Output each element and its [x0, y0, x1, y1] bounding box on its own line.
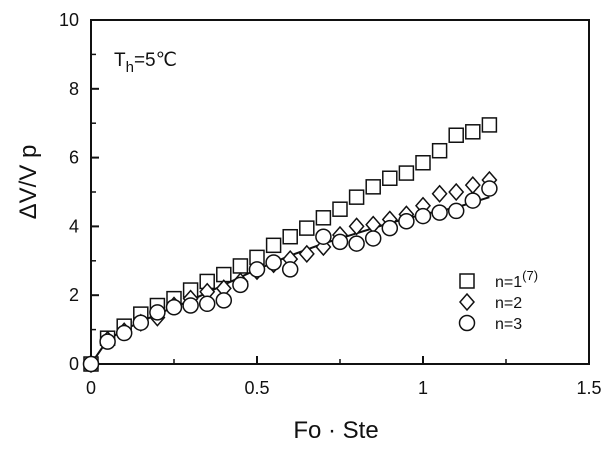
square-point	[398, 165, 415, 181]
legend-label-text: n=3	[495, 316, 522, 333]
legend-label: n=1(7)	[495, 268, 538, 291]
series-square	[83, 117, 498, 372]
circle-point	[447, 202, 465, 220]
circle-point	[198, 295, 216, 313]
diamond-point	[464, 175, 481, 195]
data-points	[82, 117, 498, 374]
y-tick-label: 0	[69, 354, 79, 374]
x-tick-label: 0.5	[244, 378, 269, 398]
circle-point	[281, 261, 299, 278]
legend-marker-circle	[458, 314, 476, 332]
circle-point	[381, 219, 399, 237]
square-point	[348, 189, 365, 205]
square-point	[265, 237, 282, 254]
square-point	[365, 179, 381, 195]
square-point	[382, 170, 398, 186]
legend-label-superscript: (7)	[522, 268, 538, 283]
square-point	[415, 155, 431, 171]
circle-point	[248, 261, 266, 278]
y-axis-title: ΔV/V p	[15, 145, 42, 220]
y-tick-label: 6	[69, 148, 79, 168]
circle-point	[99, 333, 116, 350]
fit-line	[90, 196, 490, 365]
square-point	[282, 228, 298, 245]
circle-point	[414, 207, 432, 225]
legend-marker-diamond	[459, 292, 475, 312]
circle-point	[431, 204, 448, 221]
annotation-suffix: =5℃	[134, 50, 177, 71]
y-tick-label: 2	[69, 285, 79, 305]
square-point	[299, 220, 315, 236]
series-circle	[82, 180, 498, 373]
circle-point	[481, 180, 498, 197]
circle-point	[115, 324, 133, 342]
x-tick-label: 1.5	[576, 378, 601, 398]
circle-point	[464, 192, 482, 209]
circle-point	[265, 254, 282, 271]
square-point	[431, 142, 448, 159]
chart-text: Fo · Ste ΔV/V p Th=5℃	[15, 50, 379, 444]
diamond-point	[298, 244, 315, 264]
fit-line-group	[90, 196, 490, 365]
circle-point	[315, 228, 332, 245]
circle-point	[348, 235, 365, 252]
circle-point	[331, 233, 349, 251]
y-tick-label: 8	[69, 79, 79, 99]
circle-point	[149, 304, 166, 321]
annotation-subscript: h	[126, 59, 134, 76]
y-tick-label: 4	[69, 216, 79, 236]
x-tick-label: 0	[86, 378, 96, 398]
circle-point	[182, 297, 199, 314]
square-point	[448, 127, 464, 143]
square-point	[232, 258, 249, 274]
x-tick-label: 1	[418, 378, 428, 398]
circle-point	[82, 355, 100, 373]
legend-label-text: n=2	[495, 295, 522, 312]
condition-annotation: Th=5℃	[114, 50, 177, 76]
square-point	[332, 201, 348, 217]
annotation-main: T	[114, 50, 126, 71]
legend: n=1(7)n=2n=3	[458, 268, 538, 333]
square-point	[465, 124, 481, 140]
circle-point	[398, 212, 415, 230]
y-tick-label: 10	[59, 10, 79, 30]
legend-label: n=2	[495, 295, 522, 312]
diamond-point	[348, 217, 365, 236]
square-point	[315, 210, 332, 226]
diamond-point	[431, 184, 448, 203]
circle-point	[165, 298, 183, 316]
legend-label: n=3	[495, 316, 522, 333]
plot-frame	[90, 19, 590, 365]
diamond-point	[448, 182, 465, 202]
circle-point	[364, 230, 382, 247]
circle-point	[215, 292, 233, 309]
square-point	[481, 117, 498, 133]
x-axis-title: Fo · Ste	[293, 417, 378, 444]
y-axis-title-group: ΔV/V p	[15, 145, 42, 220]
circle-point	[132, 314, 150, 331]
legend-marker-square	[459, 273, 475, 289]
legend-label-text: n=1	[495, 274, 522, 291]
circle-point	[232, 276, 249, 294]
